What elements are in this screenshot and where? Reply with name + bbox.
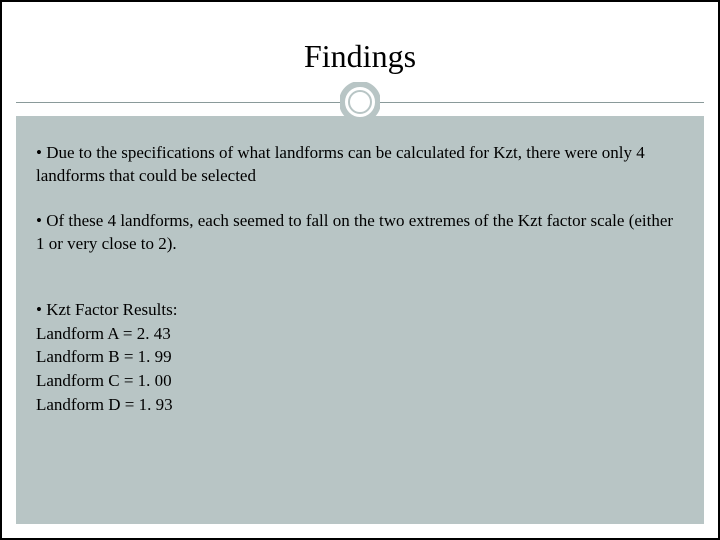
content-area: • Due to the specifications of what land… — [16, 116, 704, 524]
circle-ornament-icon — [340, 82, 380, 122]
results-line: Landform C = 1. 00 — [36, 369, 684, 393]
results-line: Landform B = 1. 99 — [36, 345, 684, 369]
slide-title: Findings — [304, 38, 416, 75]
results-line: Landform D = 1. 93 — [36, 393, 684, 417]
bullet-item: • Of these 4 landforms, each seemed to f… — [36, 210, 684, 256]
results-heading: • Kzt Factor Results: — [36, 298, 684, 322]
slide-container: Findings • Due to the specifications of … — [0, 0, 720, 540]
bullet-item: • Due to the specifications of what land… — [36, 142, 684, 188]
results-block: • Kzt Factor Results: Landform A = 2. 43… — [36, 298, 684, 417]
results-line: Landform A = 2. 43 — [36, 322, 684, 346]
